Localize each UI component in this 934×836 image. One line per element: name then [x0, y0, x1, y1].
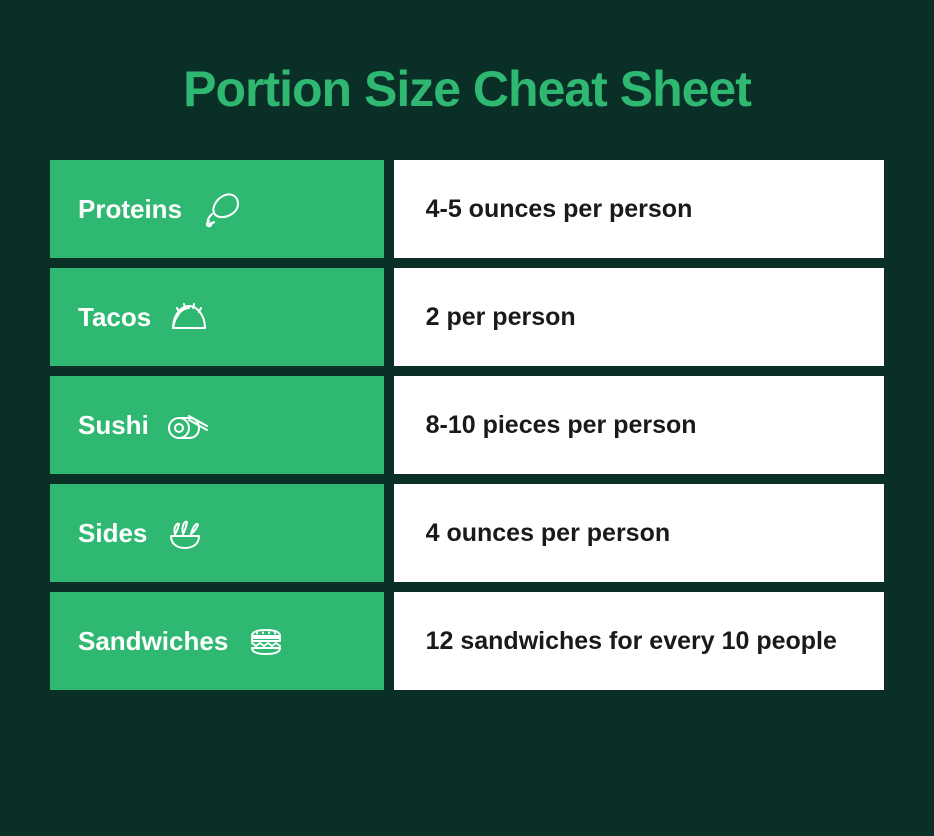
label-text: Sandwiches: [78, 626, 228, 657]
taco-icon: [167, 298, 211, 336]
value-cell: 4-5 ounces per person: [394, 160, 884, 258]
value-cell: 2 per person: [394, 268, 884, 366]
table-row: Sandwiches 12 sandwiches for every 10 pe…: [50, 592, 884, 690]
salad-icon: [163, 514, 207, 552]
sandwich-icon: [244, 622, 288, 660]
label-text: Sushi: [78, 410, 149, 441]
label-text: Tacos: [78, 302, 151, 333]
table-row: Tacos 2 per person: [50, 268, 884, 366]
portion-table: Proteins 4-5 ounces per person Tacos 2 p…: [50, 160, 884, 690]
page-title: Portion Size Cheat Sheet: [50, 60, 884, 118]
label-cell-sushi: Sushi: [50, 376, 384, 474]
label-cell-sides: Sides: [50, 484, 384, 582]
table-row: Sides 4 ounces per person: [50, 484, 884, 582]
table-row: Sushi 8-10 pieces per person: [50, 376, 884, 474]
value-cell: 12 sandwiches for every 10 people: [394, 592, 884, 690]
label-text: Sides: [78, 518, 147, 549]
label-text: Proteins: [78, 194, 182, 225]
label-cell-proteins: Proteins: [50, 160, 384, 258]
sushi-icon: [165, 406, 209, 444]
value-cell: 8-10 pieces per person: [394, 376, 884, 474]
table-row: Proteins 4-5 ounces per person: [50, 160, 884, 258]
value-cell: 4 ounces per person: [394, 484, 884, 582]
drumstick-icon: [198, 190, 242, 228]
label-cell-sandwiches: Sandwiches: [50, 592, 384, 690]
label-cell-tacos: Tacos: [50, 268, 384, 366]
